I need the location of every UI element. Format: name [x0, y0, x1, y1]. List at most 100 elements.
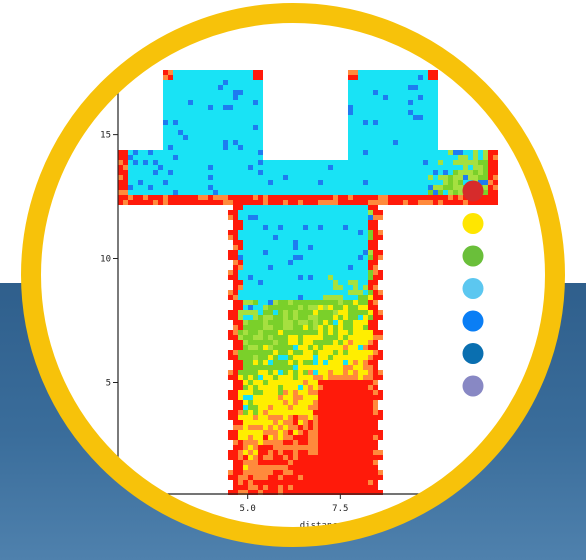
heatmap-cell: [338, 365, 343, 370]
heatmap-cell: [123, 175, 128, 180]
heatmap-cell: [358, 160, 363, 165]
heatmap-cell: [138, 165, 143, 170]
heatmap-cell: [408, 175, 413, 180]
heatmap-cell: [248, 185, 253, 190]
heatmap-cell: [343, 255, 348, 260]
heatmap-cell: [308, 330, 313, 335]
heatmap-cell: [308, 455, 313, 460]
heatmap-cell: [248, 445, 253, 450]
heatmap-cell: [308, 315, 313, 320]
heatmap-cell: [378, 295, 383, 300]
heatmap-cell: [328, 390, 333, 395]
heatmap-cell: [363, 390, 368, 395]
heatmap-cell: [353, 450, 358, 455]
heatmap-cell: [368, 370, 373, 375]
heatmap-cell: [323, 265, 328, 270]
heatmap-cell: [378, 315, 383, 320]
heatmap-cell: [268, 195, 273, 200]
heatmap-cell: [363, 335, 368, 340]
heatmap-cell: [433, 130, 438, 135]
heatmap-cell: [203, 200, 208, 205]
heatmap-cell: [248, 215, 253, 220]
heatmap-cell: [313, 215, 318, 220]
heatmap-cell: [478, 150, 483, 155]
heatmap-cell: [283, 480, 288, 485]
heatmap-cell: [258, 450, 263, 455]
heatmap-cell: [358, 365, 363, 370]
heatmap-cell: [398, 130, 403, 135]
heatmap-cell: [313, 365, 318, 370]
heatmap-cell: [358, 70, 363, 75]
heatmap-cell: [138, 155, 143, 160]
heatmap-cell: [403, 140, 408, 145]
heatmap-cell: [358, 370, 363, 375]
heatmap-cell: [378, 350, 383, 355]
heatmap-cell: [248, 200, 253, 205]
heatmap-cell: [233, 385, 238, 390]
heatmap-cell: [388, 110, 393, 115]
heatmap-cell: [378, 200, 383, 205]
heatmap-cell: [413, 95, 418, 100]
heatmap-cell: [363, 75, 368, 80]
heatmap-cell: [308, 190, 313, 195]
heatmap-cell: [248, 335, 253, 340]
heatmap-cell: [353, 220, 358, 225]
heatmap-cell: [358, 440, 363, 445]
heatmap-cell: [343, 380, 348, 385]
heatmap-cell: [213, 150, 218, 155]
heatmap-cell: [373, 245, 378, 250]
heatmap-cell: [248, 145, 253, 150]
heatmap-cell: [318, 160, 323, 165]
heatmap-cell: [128, 170, 133, 175]
heatmap-cell: [328, 200, 333, 205]
heatmap-cell: [243, 155, 248, 160]
heatmap-cell: [208, 90, 213, 95]
heatmap-cell: [233, 200, 238, 205]
heatmap-cell: [338, 215, 343, 220]
heatmap-cell: [373, 135, 378, 140]
heatmap-cell: [308, 220, 313, 225]
heatmap-cell: [338, 370, 343, 375]
heatmap-cell: [353, 480, 358, 485]
heatmap-cell: [283, 170, 288, 175]
heatmap-cell: [288, 160, 293, 165]
heatmap-cell: [303, 460, 308, 465]
heatmap-cell: [118, 195, 123, 200]
heatmap-cell: [368, 205, 373, 210]
heatmap-cell: [373, 85, 378, 90]
heatmap-cell: [293, 335, 298, 340]
heatmap-cell: [308, 260, 313, 265]
heatmap-cell: [288, 230, 293, 235]
heatmap-cell: [288, 325, 293, 330]
heatmap-cell: [248, 415, 253, 420]
heatmap-cell: [213, 195, 218, 200]
heatmap-cell: [373, 100, 378, 105]
heatmap-cell: [323, 165, 328, 170]
heatmap-cell: [373, 80, 378, 85]
heatmap-cell: [468, 150, 473, 155]
heatmap-cell: [318, 375, 323, 380]
heatmap-cell: [248, 105, 253, 110]
heatmap-cell: [303, 185, 308, 190]
heatmap-cell: [338, 280, 343, 285]
heatmap-cell: [288, 170, 293, 175]
heatmap-cell: [258, 245, 263, 250]
heatmap-cell: [328, 440, 333, 445]
heatmap-cell: [363, 80, 368, 85]
heatmap-cell: [268, 310, 273, 315]
heatmap-cell: [388, 195, 393, 200]
heatmap-cell: [303, 405, 308, 410]
heatmap-cell: [383, 100, 388, 105]
heatmap-cell: [248, 225, 253, 230]
heatmap-cell: [373, 290, 378, 295]
heatmap-cell: [413, 195, 418, 200]
heatmap-cell: [258, 410, 263, 415]
heatmap-cell: [378, 120, 383, 125]
heatmap-cell: [243, 380, 248, 385]
heatmap-cell: [363, 85, 368, 90]
heatmap-cell: [268, 200, 273, 205]
heatmap-cell: [163, 185, 168, 190]
heatmap-cell: [228, 210, 233, 215]
heatmap-cell: [253, 320, 258, 325]
heatmap-cell: [353, 270, 358, 275]
